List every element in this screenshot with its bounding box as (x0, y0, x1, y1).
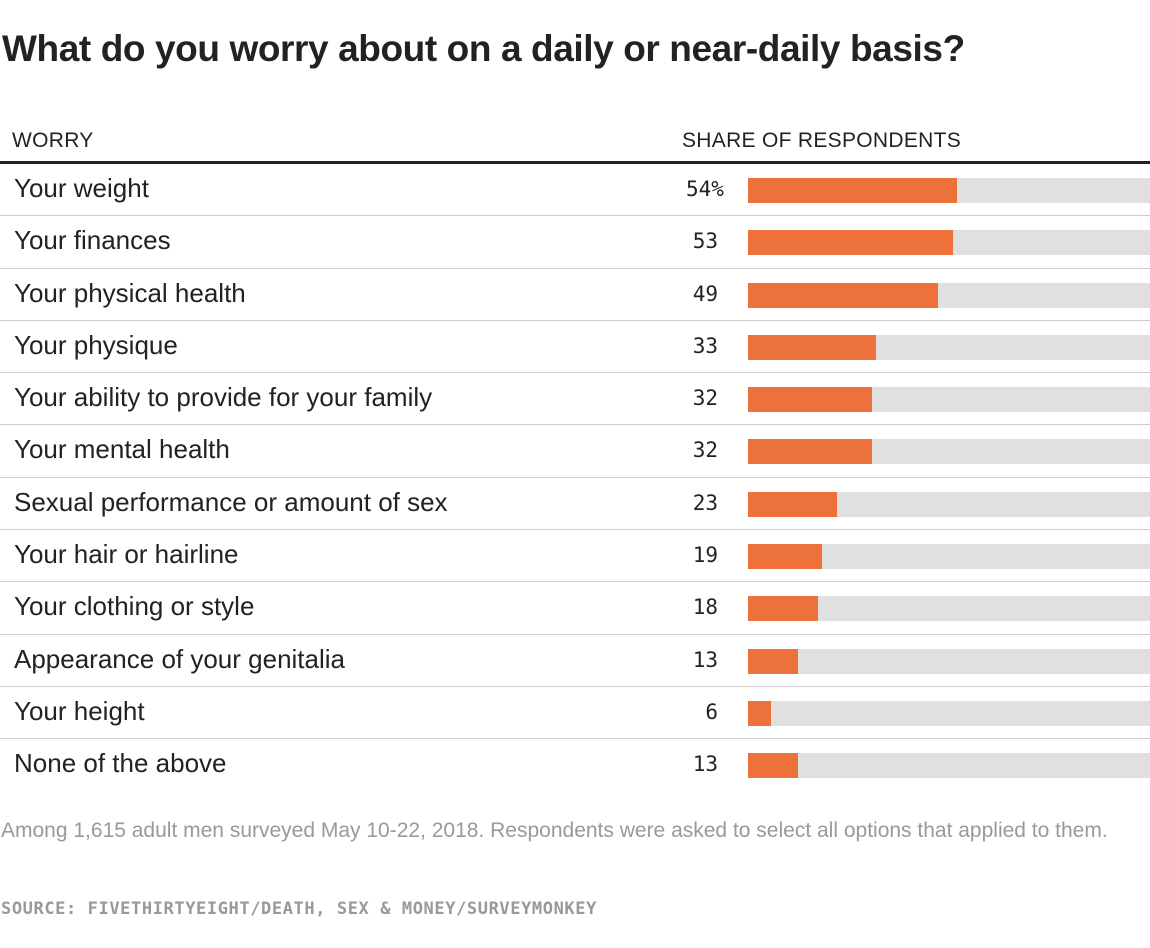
category-label: Your ability to provide for your family (14, 382, 433, 413)
value-label-text: 19 (692, 543, 718, 568)
bar-track (748, 282, 1150, 308)
value-label-text: 32 (692, 438, 718, 463)
worry-column-header: WORRY (12, 129, 94, 152)
bar (748, 178, 958, 203)
bar-track (748, 178, 1150, 203)
chart-title: What do you worry about on a daily or ne… (2, 28, 965, 69)
bar-track (748, 491, 1150, 517)
bar-row: Your hair or hairline 19 (0, 530, 1150, 583)
value-label-text: 6 (705, 699, 718, 724)
bar-track (748, 700, 1150, 726)
category-label: Your finances (14, 225, 171, 256)
category-label: Your clothing or style (14, 591, 255, 622)
bar-row: None of the above 13 (0, 739, 1150, 790)
value-label: 19 (686, 543, 718, 567)
bar (748, 387, 872, 413)
category-label: Your weight (14, 173, 149, 203)
bar-track (748, 439, 1150, 465)
bar (748, 230, 954, 256)
category-label: None of the above (14, 748, 227, 779)
category-label: Your mental health (14, 434, 230, 465)
value-label-text: 33 (692, 333, 718, 358)
bar-row: Your clothing or style 18 (0, 582, 1150, 635)
bar-row: Your ability to provide for your family 3… (0, 373, 1150, 426)
value-label: 32 (686, 438, 718, 462)
value-label: 6 (686, 700, 718, 724)
value-label: 23 (686, 491, 718, 515)
bar (748, 491, 838, 517)
bar (748, 700, 772, 726)
category-label: Your physical health (14, 277, 246, 308)
share-column-header: SHARE OF RESPONDENTS (682, 129, 962, 152)
bar (748, 439, 872, 465)
source-line: SOURCE: FIVETHIRTYEIGHT/DEATH, SEX & MON… (1, 899, 597, 919)
value-label: 33 (686, 334, 718, 358)
bar (748, 282, 938, 308)
bar-track (748, 753, 1150, 779)
bar (748, 334, 876, 360)
bar (748, 648, 799, 674)
bar (748, 753, 799, 779)
value-label: 54% (686, 177, 724, 201)
value-label: 18 (686, 595, 718, 619)
bar-row: Your weight 54% (0, 164, 1150, 217)
bar-row: Appearance of your genitalia 13 (0, 635, 1150, 687)
bar-row: Your physical health 49 (0, 269, 1150, 321)
bar-row: Your finances 53 (0, 216, 1150, 269)
bar-track (748, 648, 1150, 674)
value-label-text: 49 (692, 281, 718, 306)
bar-row: Sexual performance or amount of sex 23 (0, 478, 1150, 531)
bar-row: Your physique 33 (0, 321, 1150, 374)
bar (748, 596, 818, 622)
bar (748, 544, 822, 570)
category-label: Your physique (14, 329, 178, 360)
bar-track (748, 230, 1150, 256)
bar-track (748, 334, 1150, 360)
category-label: Appearance of your genitalia (14, 643, 346, 674)
value-label: 13 (686, 648, 718, 672)
bar-track (748, 544, 1150, 570)
category-label: Your height (14, 695, 145, 726)
value-label: 53 (686, 229, 718, 253)
header-rule (0, 161, 1150, 164)
value-label-text: 13 (692, 647, 718, 672)
value-label-text: 54% (686, 177, 724, 201)
value-label-text: 53 (692, 229, 718, 254)
value-label-text: 32 (692, 386, 718, 411)
bar-track (748, 596, 1150, 622)
value-label-text: 23 (692, 490, 718, 515)
value-label: 32 (686, 386, 718, 410)
bar-row: Your height 6 (0, 687, 1150, 740)
category-label: Sexual performance or amount of sex (14, 486, 448, 517)
footnote: Among 1,615 adult men surveyed May 10-22… (1, 819, 1108, 842)
category-label: Your hair or hairline (14, 539, 239, 570)
value-label-text: 13 (692, 752, 718, 777)
value-label-text: 18 (692, 595, 718, 620)
bar-row: Your mental health 32 (0, 425, 1150, 478)
value-label: 49 (686, 282, 718, 306)
value-label: 13 (686, 752, 718, 776)
bar-track (748, 387, 1150, 413)
bar-rows: Your weight 54% Your finances 53 Your physic… (0, 164, 1150, 791)
